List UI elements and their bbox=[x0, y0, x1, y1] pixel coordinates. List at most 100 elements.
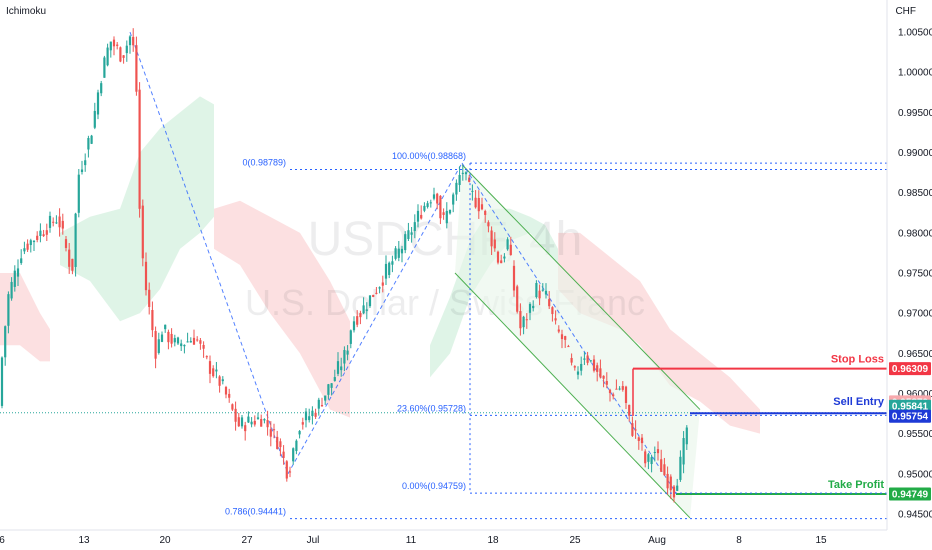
candle-body bbox=[436, 193, 439, 204]
candle-body bbox=[288, 471, 292, 473]
candle bbox=[663, 457, 666, 476]
candle-body bbox=[640, 437, 644, 444]
price-label-bg bbox=[889, 409, 931, 423]
candle-body bbox=[192, 337, 196, 345]
candle-body bbox=[215, 369, 218, 372]
candle bbox=[253, 415, 256, 427]
candle-body bbox=[336, 361, 340, 374]
candle bbox=[304, 408, 308, 428]
candle bbox=[202, 341, 205, 358]
candle-body bbox=[685, 427, 688, 445]
candle bbox=[634, 420, 637, 439]
candle-body bbox=[87, 138, 90, 150]
candle-body bbox=[231, 404, 234, 410]
candle-body bbox=[512, 265, 516, 291]
candle-body bbox=[589, 360, 592, 362]
candle bbox=[61, 213, 64, 235]
candle-body bbox=[160, 334, 164, 342]
candle-body bbox=[660, 459, 663, 472]
candle-body bbox=[346, 350, 349, 355]
candle bbox=[512, 260, 516, 297]
candle bbox=[368, 295, 372, 308]
candle bbox=[29, 238, 32, 253]
candle bbox=[455, 179, 458, 201]
candle-body bbox=[93, 110, 96, 128]
candle bbox=[570, 353, 573, 366]
candle bbox=[436, 192, 439, 210]
cloud-red-right bbox=[558, 232, 760, 434]
candle-body bbox=[29, 240, 32, 246]
candle bbox=[68, 242, 71, 274]
candle-body bbox=[676, 485, 679, 491]
candle bbox=[532, 300, 535, 312]
candle-body bbox=[413, 222, 416, 231]
candle bbox=[560, 329, 564, 349]
swing-line-0 bbox=[129, 31, 289, 474]
candle-body bbox=[327, 384, 330, 395]
candle-body bbox=[544, 290, 548, 295]
candle-body bbox=[237, 417, 240, 427]
candle bbox=[26, 239, 29, 252]
candle-body bbox=[368, 295, 372, 307]
candle-body bbox=[397, 248, 400, 258]
candle bbox=[426, 200, 429, 209]
ichimoku-cloud bbox=[0, 96, 760, 434]
candle bbox=[468, 175, 471, 183]
candle bbox=[500, 254, 503, 264]
candle bbox=[375, 286, 378, 295]
candle bbox=[116, 42, 119, 50]
price-label-profit: 0.94749 bbox=[889, 487, 931, 501]
candle-body bbox=[4, 326, 7, 358]
price-tick-label: 0.99500 bbox=[898, 108, 932, 119]
candle bbox=[42, 229, 45, 237]
candle-body bbox=[138, 89, 141, 209]
candle bbox=[432, 187, 436, 201]
candle bbox=[471, 184, 474, 201]
candle bbox=[228, 388, 231, 403]
candle-body bbox=[554, 318, 557, 321]
candle bbox=[416, 204, 420, 228]
candle bbox=[378, 286, 381, 294]
candle-body bbox=[464, 172, 468, 175]
time-tick-label: 20 bbox=[159, 535, 171, 546]
candle-body bbox=[125, 45, 128, 54]
candle-body bbox=[637, 437, 640, 441]
candle bbox=[340, 357, 343, 377]
candle-body bbox=[112, 39, 116, 47]
time-axis[interactable]: 6 13 20 27 Jul 11 18 25 Aug 8 15 bbox=[0, 535, 827, 546]
candle-body bbox=[173, 338, 176, 343]
candle bbox=[567, 344, 570, 348]
stop-loss-label: Stop Loss bbox=[831, 354, 884, 366]
price-label-bg bbox=[889, 362, 931, 376]
candle-body bbox=[317, 399, 320, 409]
candle bbox=[496, 250, 500, 265]
candle-body bbox=[80, 169, 84, 173]
candle-body bbox=[477, 197, 480, 212]
candle bbox=[36, 231, 39, 243]
candle bbox=[4, 325, 7, 366]
candle-body bbox=[423, 205, 426, 211]
candle-body bbox=[276, 436, 279, 449]
candle-body bbox=[592, 359, 596, 371]
swing-line-2 bbox=[461, 162, 677, 494]
candle-body bbox=[567, 346, 570, 348]
candle bbox=[541, 283, 544, 292]
price-label-bg bbox=[889, 487, 931, 501]
candle-body bbox=[388, 262, 391, 275]
candle-body bbox=[71, 258, 74, 271]
candle-body bbox=[580, 363, 583, 371]
candle bbox=[90, 134, 93, 145]
candle-body bbox=[487, 222, 490, 227]
price-axis[interactable]: 1.00500 1.00000 0.99500 0.99000 0.98500 0.980… bbox=[898, 28, 932, 521]
candle bbox=[365, 302, 368, 320]
price-tick-label: 0.99000 bbox=[898, 148, 932, 159]
candle-body bbox=[285, 461, 288, 479]
currency-label: CHF bbox=[895, 6, 916, 17]
candle-body bbox=[212, 368, 215, 377]
candle bbox=[301, 417, 304, 430]
candle-body bbox=[186, 341, 189, 343]
candle-body bbox=[484, 210, 487, 215]
candle-body bbox=[157, 339, 160, 353]
candle-body bbox=[224, 387, 228, 395]
